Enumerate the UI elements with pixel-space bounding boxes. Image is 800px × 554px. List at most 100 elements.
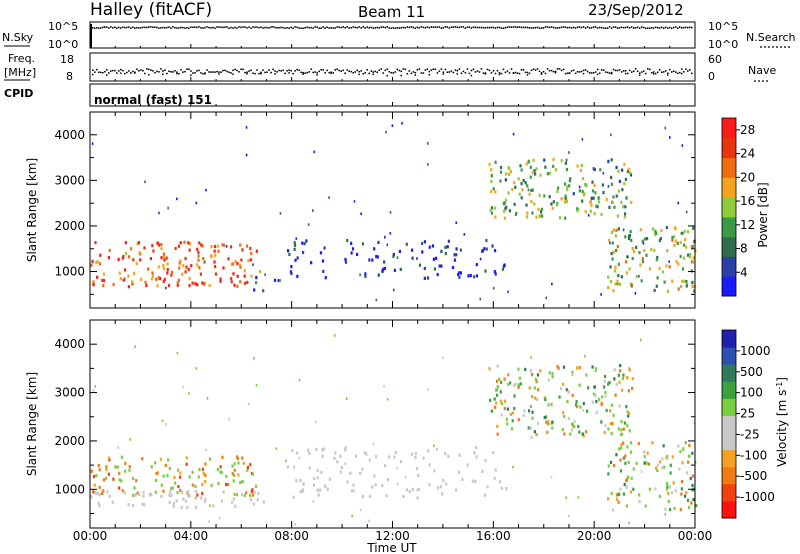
nsky-sample (534, 26, 537, 29)
velocity-noise (209, 504, 211, 508)
power-cell (602, 190, 605, 195)
velocity-cell (118, 486, 121, 490)
power-cell (682, 256, 686, 260)
nsky-sample (394, 27, 397, 30)
velocity-cell (522, 413, 525, 418)
nsky-sample (656, 26, 659, 29)
velocity-cell (691, 474, 695, 478)
nave-sample (568, 72, 571, 74)
nave-sample (540, 73, 543, 75)
nsky-sample (430, 26, 433, 28)
freq-sample (262, 69, 264, 71)
velocity-cell (577, 424, 580, 429)
velocity-cell (174, 481, 177, 485)
power-cell (655, 284, 658, 288)
power-cell (653, 288, 656, 293)
power-cell (630, 238, 633, 242)
power-colorbar-label: Power [dB] (756, 182, 770, 247)
power-cell (213, 249, 216, 253)
velocity-cell (143, 503, 146, 507)
velocity-cell (219, 465, 222, 469)
velocity-cell (690, 501, 693, 505)
freq-sample (424, 69, 427, 71)
velocity-cell (654, 487, 657, 491)
velocity-noise (353, 489, 355, 492)
power-cell (682, 279, 685, 283)
nsky-sample (156, 26, 158, 29)
freq-sample (166, 72, 168, 75)
freq-sample (650, 71, 653, 74)
velocity-cell (291, 449, 294, 453)
freq-sample (458, 68, 461, 70)
freq-sample (256, 69, 258, 71)
freq-sample (110, 70, 112, 72)
nsky-sample (552, 26, 555, 29)
power-cell (658, 238, 661, 243)
nsky-sample (192, 26, 194, 29)
velocity-cell (171, 486, 174, 490)
freq-sample (348, 70, 351, 72)
power-cell (250, 251, 253, 255)
power-cell (446, 245, 449, 249)
nsky-sample (626, 26, 629, 28)
freq-sample (142, 70, 144, 72)
velocity-cell (295, 479, 298, 483)
velocity-cell (500, 486, 503, 490)
nsky-sample (252, 26, 254, 28)
power-cell (194, 282, 197, 286)
power-cell (531, 171, 535, 175)
freq-sample (200, 72, 202, 74)
velocity-cell (286, 465, 290, 469)
velocity-cell (352, 483, 355, 487)
velocity-cell (620, 428, 623, 432)
power-noise (279, 212, 282, 215)
power-cell (241, 248, 244, 252)
velocity-cell (535, 379, 538, 384)
freq-sample (276, 71, 278, 73)
nsky-sample (162, 26, 164, 29)
nsky-sample (388, 27, 390, 29)
velocity-cell (573, 419, 576, 424)
nave-sample (624, 72, 627, 75)
nsky-sample (410, 26, 413, 28)
power-cell (459, 271, 462, 275)
nsky-sample (414, 27, 417, 30)
nsky-sample (416, 26, 419, 29)
velocity-cell (493, 476, 496, 480)
y-tick-label: 1000 (54, 482, 85, 496)
y-tick-label: 1000 (54, 265, 85, 279)
power-cell (162, 279, 165, 284)
nsky-sample (460, 26, 463, 28)
power-cell (684, 238, 687, 242)
power-cell (221, 243, 224, 247)
power-cell (680, 284, 683, 289)
y-tick-label: 4000 (54, 128, 85, 142)
power-cell (533, 202, 536, 206)
velocity-cell (433, 469, 436, 473)
power-cell (294, 258, 297, 262)
velocity-colorbar-label-tick: -1000 (740, 490, 775, 504)
power-noise (392, 288, 395, 292)
velocity-cell (628, 429, 631, 433)
power-cell (658, 266, 661, 270)
velocity-cell (547, 403, 550, 407)
nsky-sample (226, 26, 228, 28)
nsky-sample (436, 26, 439, 29)
power-cell (552, 164, 555, 168)
freq-sample (118, 70, 120, 72)
freq-sample (100, 71, 102, 74)
power-cell (102, 279, 106, 283)
power-cell (399, 267, 402, 272)
velocity-cell (607, 382, 610, 386)
velocity-cell (615, 382, 618, 387)
freq-sample (188, 68, 190, 70)
velocity-cell (105, 465, 108, 469)
velocity-cell (517, 418, 520, 422)
nsky-sample (396, 27, 399, 29)
freq-sample (446, 71, 449, 73)
velocity-cell (98, 504, 101, 508)
nsky-sample (634, 27, 637, 29)
